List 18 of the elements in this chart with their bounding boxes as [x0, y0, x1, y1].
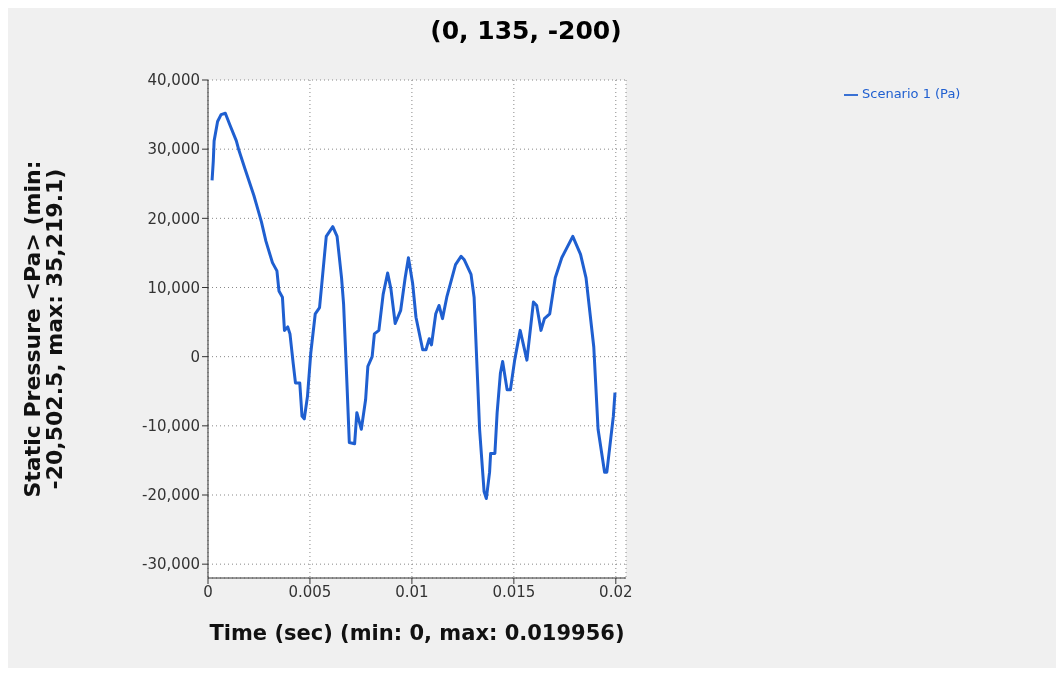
line-series	[210, 111, 617, 500]
y-axis-title: Static Pressure <Pa> (min: -20,502.5, max: 35,219.1)	[19, 160, 67, 498]
x-tick-label: 0.005	[288, 582, 332, 601]
y-tick-label: 30,000	[147, 140, 200, 159]
y-tick-label: -10,000	[142, 417, 200, 436]
x-axis-title: Time (sec) (min: 0, max: 0.019956)	[209, 621, 625, 645]
y-tick-label: 40,000	[147, 71, 200, 90]
legend-label: Scenario 1 (Pa)	[862, 86, 961, 101]
y-tick-label: 0	[190, 347, 200, 366]
x-tick-label: 0.015	[492, 582, 536, 601]
y-tick-label: 10,000	[147, 278, 200, 297]
x-tick-label: 0	[203, 582, 213, 601]
y-tick-label: -30,000	[142, 555, 200, 574]
x-tick-label: 0.01	[395, 582, 429, 601]
y-tick-label: 20,000	[147, 209, 200, 228]
x-tick-label: 0.02	[599, 582, 633, 601]
y-tick-label: -20,000	[142, 486, 200, 505]
chart-title: (0, 135, -200)	[429, 16, 623, 45]
